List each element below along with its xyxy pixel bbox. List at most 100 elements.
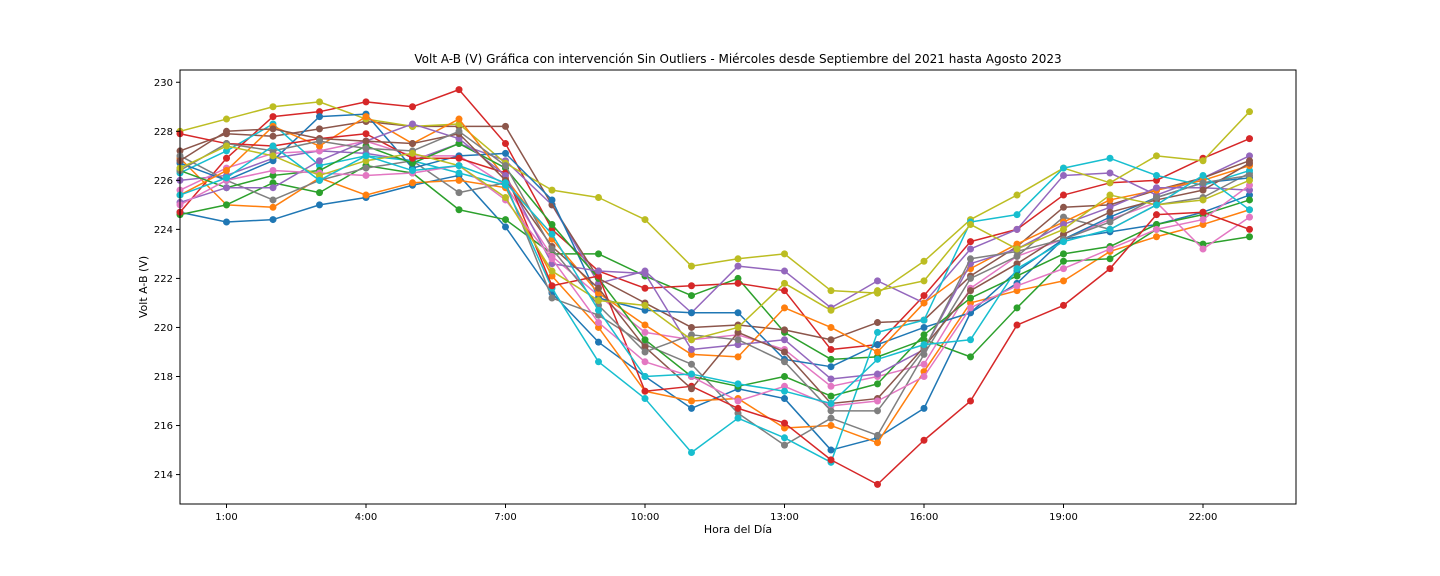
data-point xyxy=(967,294,974,302)
data-point xyxy=(362,130,370,138)
data-point xyxy=(455,176,463,184)
data-point xyxy=(1246,233,1253,241)
data-point xyxy=(316,157,323,165)
data-point xyxy=(1060,238,1067,246)
data-point xyxy=(223,142,230,150)
data-point xyxy=(362,144,370,152)
data-point xyxy=(641,348,649,356)
data-point xyxy=(269,152,277,160)
data-point xyxy=(874,355,881,363)
data-point xyxy=(1106,208,1114,216)
y-tick-label: 214 xyxy=(154,470,173,481)
data-point xyxy=(1060,203,1067,211)
data-point xyxy=(641,343,649,351)
data-point xyxy=(734,274,742,282)
series-4 xyxy=(176,86,1253,354)
data-point xyxy=(269,125,277,133)
data-point xyxy=(362,98,370,106)
series-line xyxy=(179,133,1250,486)
data-point xyxy=(1153,171,1160,179)
data-point xyxy=(548,267,556,275)
series-line xyxy=(179,145,1250,341)
data-point xyxy=(316,176,323,184)
data-point xyxy=(874,397,881,405)
data-point xyxy=(874,348,881,356)
data-point xyxy=(734,409,742,417)
data-point xyxy=(874,370,881,378)
series-line xyxy=(179,157,1250,444)
data-point xyxy=(223,201,230,209)
data-point xyxy=(827,392,835,400)
data-point xyxy=(781,326,788,334)
data-point xyxy=(641,328,649,336)
data-point xyxy=(1060,230,1067,238)
data-point xyxy=(269,142,277,150)
plot-frame xyxy=(179,69,1297,505)
data-point xyxy=(362,152,370,160)
data-point xyxy=(734,404,742,412)
data-point xyxy=(920,323,928,331)
data-point xyxy=(1153,225,1160,233)
data-point xyxy=(548,186,556,194)
data-point xyxy=(827,456,835,464)
data-point xyxy=(316,113,323,121)
data-point xyxy=(920,436,928,444)
data-point xyxy=(920,277,928,285)
data-point xyxy=(1246,196,1253,204)
data-point xyxy=(641,270,649,278)
data-point xyxy=(269,132,277,140)
series-line xyxy=(179,130,1250,412)
x-tick-label: 22:00 xyxy=(1189,512,1218,523)
data-point xyxy=(409,140,416,148)
data-point xyxy=(1246,152,1253,160)
data-point xyxy=(920,346,928,354)
data-point xyxy=(734,380,742,388)
data-point xyxy=(502,140,509,148)
data-point xyxy=(734,341,742,349)
data-point xyxy=(595,272,602,280)
data-point xyxy=(967,336,974,344)
data-point xyxy=(688,350,695,358)
data-point xyxy=(1199,245,1207,253)
data-point xyxy=(688,331,695,339)
y-tick-label: 218 xyxy=(154,372,173,383)
data-point xyxy=(1199,196,1207,204)
data-point xyxy=(781,267,788,275)
data-point xyxy=(409,167,416,175)
data-point xyxy=(827,323,835,331)
data-point xyxy=(1153,176,1160,184)
data-point xyxy=(595,284,602,292)
data-point xyxy=(688,309,695,317)
data-point xyxy=(967,274,974,282)
data-point xyxy=(967,245,974,253)
data-point xyxy=(874,277,881,285)
series-line xyxy=(179,145,1250,405)
data-point xyxy=(781,304,788,312)
data-point xyxy=(874,380,881,388)
data-point xyxy=(1106,154,1114,162)
data-point xyxy=(1060,164,1067,172)
data-point xyxy=(1246,186,1253,194)
data-point xyxy=(827,399,835,407)
y-axis-label: Volt A-B (V) xyxy=(137,256,150,318)
data-point xyxy=(316,125,323,133)
data-point xyxy=(1153,152,1160,160)
data-point xyxy=(1199,157,1207,165)
data-point xyxy=(734,328,742,336)
data-point xyxy=(269,103,277,111)
data-point xyxy=(455,206,463,214)
data-point xyxy=(269,196,277,204)
data-point xyxy=(455,127,463,135)
y-tick-label: 226 xyxy=(154,176,173,187)
data-point xyxy=(269,171,277,179)
data-point xyxy=(548,272,556,280)
data-point xyxy=(409,149,416,157)
data-point xyxy=(641,373,649,380)
x-axis: 1:00 4:00 7:00 10:00 13:00 16:00 19:00 22:00 xyxy=(215,504,1217,523)
data-point xyxy=(827,336,835,344)
data-point xyxy=(269,113,277,121)
data-point xyxy=(269,179,277,187)
data-point xyxy=(502,179,509,187)
data-point xyxy=(920,360,928,368)
data-point xyxy=(269,167,277,175)
